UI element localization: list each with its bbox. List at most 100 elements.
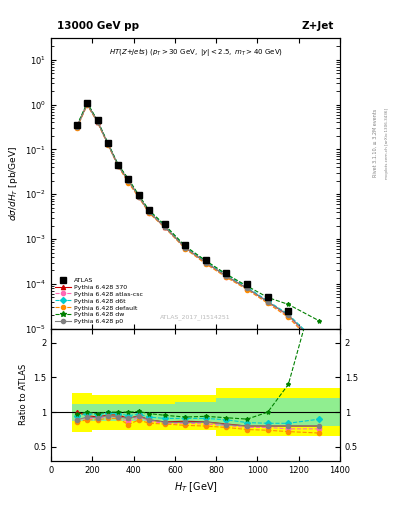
Pythia 6.428 default bbox=[95, 119, 100, 125]
Pythia 6.428 dw bbox=[116, 161, 121, 167]
Pythia 6.428 default bbox=[245, 287, 250, 293]
X-axis label: $H_T$ [GeV]: $H_T$ [GeV] bbox=[174, 480, 217, 494]
Pythia 6.428 370 bbox=[265, 298, 270, 305]
Pythia 6.428 dw bbox=[183, 243, 187, 249]
Pythia 6.428 atlas-csc bbox=[162, 224, 167, 230]
Pythia 6.428 370 bbox=[105, 141, 110, 147]
Pythia 6.428 d6t bbox=[147, 208, 151, 214]
Pythia 6.428 p0 bbox=[204, 260, 208, 266]
Pythia 6.428 370 bbox=[136, 193, 141, 199]
Pythia 6.428 default bbox=[75, 125, 79, 131]
Pythia 6.428 default bbox=[105, 142, 110, 148]
Pythia 6.428 370 bbox=[162, 224, 167, 230]
Pythia 6.428 370 bbox=[85, 100, 90, 106]
Pythia 6.428 dw bbox=[204, 258, 208, 264]
Pythia 6.428 370 bbox=[183, 244, 187, 250]
Text: Z+Jet: Z+Jet bbox=[302, 21, 334, 31]
Pythia 6.428 d6t bbox=[136, 193, 141, 199]
Pythia 6.428 d6t bbox=[75, 123, 79, 130]
Line: Pythia 6.428 default: Pythia 6.428 default bbox=[75, 103, 321, 351]
Pythia 6.428 p0 bbox=[85, 101, 90, 108]
Pythia 6.428 atlas-csc bbox=[116, 163, 121, 169]
Pythia 6.428 default bbox=[85, 102, 90, 108]
Pythia 6.428 dw bbox=[95, 118, 100, 124]
Pythia 6.428 default bbox=[183, 246, 187, 252]
ATLAS bbox=[286, 308, 291, 314]
Line: Pythia 6.428 370: Pythia 6.428 370 bbox=[75, 101, 321, 349]
Pythia 6.428 default bbox=[136, 195, 141, 201]
Pythia 6.428 atlas-csc bbox=[245, 286, 250, 292]
Pythia 6.428 default bbox=[224, 274, 229, 281]
Pythia 6.428 atlas-csc bbox=[317, 345, 322, 351]
Pythia 6.428 p0 bbox=[265, 298, 270, 305]
Pythia 6.428 d6t bbox=[116, 162, 121, 168]
ATLAS bbox=[105, 140, 110, 146]
Pythia 6.428 dw bbox=[162, 222, 167, 228]
ATLAS bbox=[85, 100, 90, 106]
Pythia 6.428 atlas-csc bbox=[204, 260, 208, 266]
Pythia 6.428 d6t bbox=[105, 140, 110, 146]
Line: Pythia 6.428 p0: Pythia 6.428 p0 bbox=[75, 102, 321, 349]
Pythia 6.428 d6t bbox=[95, 118, 100, 124]
Pythia 6.428 default bbox=[116, 163, 121, 169]
ATLAS bbox=[75, 122, 79, 128]
Pythia 6.428 atlas-csc bbox=[265, 299, 270, 305]
Pythia 6.428 d6t bbox=[224, 272, 229, 278]
Pythia 6.428 atlas-csc bbox=[95, 119, 100, 125]
Pythia 6.428 atlas-csc bbox=[147, 209, 151, 216]
ATLAS bbox=[245, 281, 250, 287]
ATLAS bbox=[317, 339, 322, 346]
Pythia 6.428 dw bbox=[85, 100, 90, 106]
Pythia 6.428 atlas-csc bbox=[105, 141, 110, 147]
Pythia 6.428 p0 bbox=[95, 119, 100, 125]
Text: 13000 GeV pp: 13000 GeV pp bbox=[57, 21, 139, 31]
Pythia 6.428 p0 bbox=[224, 273, 229, 280]
ATLAS bbox=[162, 221, 167, 227]
Pythia 6.428 dw bbox=[286, 302, 291, 308]
Pythia 6.428 p0 bbox=[136, 194, 141, 200]
Pythia 6.428 370 bbox=[147, 209, 151, 215]
Pythia 6.428 370 bbox=[116, 162, 121, 168]
Pythia 6.428 d6t bbox=[126, 177, 131, 183]
ATLAS bbox=[183, 242, 187, 248]
Pythia 6.428 dw bbox=[126, 176, 131, 182]
Pythia 6.428 atlas-csc bbox=[136, 194, 141, 200]
Pythia 6.428 d6t bbox=[162, 223, 167, 229]
Line: ATLAS: ATLAS bbox=[74, 100, 322, 346]
ATLAS bbox=[204, 257, 208, 263]
Line: Pythia 6.428 dw: Pythia 6.428 dw bbox=[75, 101, 321, 323]
Pythia 6.428 d6t bbox=[317, 342, 322, 348]
Pythia 6.428 default bbox=[147, 210, 151, 216]
Pythia 6.428 p0 bbox=[116, 163, 121, 169]
Pythia 6.428 default bbox=[265, 300, 270, 306]
Pythia 6.428 p0 bbox=[75, 124, 79, 131]
ATLAS bbox=[224, 269, 229, 275]
ATLAS bbox=[265, 294, 270, 301]
Pythia 6.428 dw bbox=[105, 140, 110, 146]
Pythia 6.428 default bbox=[286, 314, 291, 321]
Pythia 6.428 p0 bbox=[162, 224, 167, 230]
Pythia 6.428 370 bbox=[317, 344, 322, 350]
ATLAS bbox=[126, 176, 131, 182]
Pythia 6.428 p0 bbox=[105, 141, 110, 147]
Pythia 6.428 p0 bbox=[317, 344, 322, 350]
Pythia 6.428 370 bbox=[224, 273, 229, 279]
Pythia 6.428 p0 bbox=[183, 245, 187, 251]
Pythia 6.428 370 bbox=[126, 178, 131, 184]
Pythia 6.428 atlas-csc bbox=[85, 101, 90, 108]
Pythia 6.428 d6t bbox=[265, 298, 270, 304]
Pythia 6.428 d6t bbox=[85, 100, 90, 106]
Pythia 6.428 dw bbox=[317, 318, 322, 324]
Pythia 6.428 p0 bbox=[245, 285, 250, 291]
Pythia 6.428 d6t bbox=[183, 244, 187, 250]
ATLAS bbox=[116, 161, 121, 167]
Pythia 6.428 dw bbox=[75, 122, 79, 129]
Pythia 6.428 p0 bbox=[286, 312, 291, 318]
Pythia 6.428 370 bbox=[286, 312, 291, 318]
Pythia 6.428 370 bbox=[75, 124, 79, 130]
Pythia 6.428 default bbox=[126, 180, 131, 186]
Pythia 6.428 370 bbox=[95, 118, 100, 124]
Pythia 6.428 atlas-csc bbox=[126, 179, 131, 185]
Pythia 6.428 atlas-csc bbox=[286, 313, 291, 319]
Pythia 6.428 p0 bbox=[126, 178, 131, 184]
